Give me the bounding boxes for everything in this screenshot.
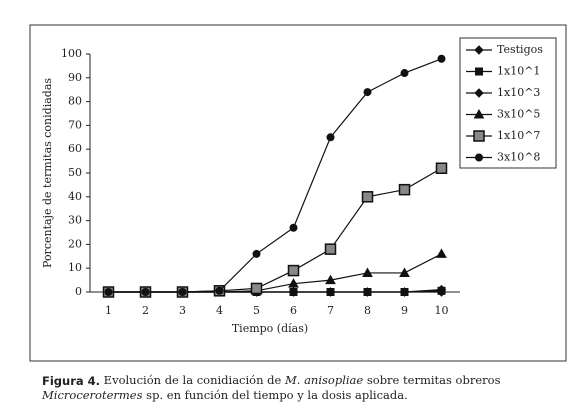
marker <box>435 162 448 174</box>
y-tick-label: 0 <box>75 285 82 298</box>
legend-label: 1x10^1 <box>497 65 540 78</box>
marker <box>324 243 337 255</box>
marker <box>363 88 372 97</box>
marker <box>326 133 335 142</box>
marker <box>325 274 336 285</box>
x-tick-label: 3 <box>179 304 186 317</box>
x-tick-label: 7 <box>327 304 334 317</box>
x-tick-label: 2 <box>142 304 149 317</box>
x-axis-label: Tiempo (días) <box>232 322 308 335</box>
marker <box>437 54 446 63</box>
marker <box>289 223 298 232</box>
x-tick-label: 8 <box>364 304 371 317</box>
series-line <box>108 253 442 293</box>
y-tick-label: 60 <box>68 142 82 155</box>
marker <box>288 287 299 297</box>
legend-marker <box>473 130 485 142</box>
marker <box>288 278 299 288</box>
x-tick-label: 9 <box>401 304 408 317</box>
caption-label: Figura 4. <box>42 374 100 388</box>
marker <box>252 249 261 258</box>
legend-marker <box>473 108 485 119</box>
caption-text: sobre termitas obreros <box>363 373 500 387</box>
y-tick-label: 40 <box>68 190 82 203</box>
y-tick-label: 100 <box>61 47 82 60</box>
y-tick-label: 30 <box>68 214 82 227</box>
y-tick-label: 80 <box>68 95 82 108</box>
caption-genus: Microcerotermes <box>41 388 143 402</box>
legend-label: 3x10^5 <box>497 108 540 121</box>
marker <box>398 183 411 196</box>
marker <box>362 287 373 297</box>
caption-text: Evolución de la conidiación de <box>100 373 285 387</box>
legend-marker <box>475 153 483 162</box>
y-tick-label: 50 <box>68 166 82 179</box>
marker <box>141 288 150 296</box>
chart-frame <box>29 24 567 362</box>
marker <box>178 288 187 296</box>
marker <box>325 287 336 297</box>
marker <box>400 69 409 78</box>
legend-marker <box>474 45 484 55</box>
marker <box>399 267 410 277</box>
y-tick-label: 70 <box>68 118 82 131</box>
x-tick-label: 6 <box>290 304 297 317</box>
marker <box>361 191 374 203</box>
y-tick-label: 20 <box>68 237 82 250</box>
x-tick-label: 4 <box>216 304 223 317</box>
legend-marker <box>474 88 484 98</box>
marker <box>250 282 263 295</box>
x-tick-label: 5 <box>253 304 260 317</box>
legend-box <box>459 37 557 169</box>
marker <box>104 288 113 296</box>
caption-line: Microcerotermes sp. en función del tiemp… <box>41 388 408 402</box>
marker <box>362 267 373 277</box>
caption-species: M. anisopliae <box>284 373 363 387</box>
marker <box>399 287 410 297</box>
marker <box>287 264 300 277</box>
legend-label: Testigos <box>497 43 543 56</box>
x-tick-label: 1 <box>105 304 112 317</box>
series-line <box>108 58 442 293</box>
caption-text: sp. en función del tiempo y la dosis apl… <box>143 388 408 402</box>
x-tick-label: 10 <box>435 304 449 317</box>
marker <box>436 248 447 258</box>
legend-label: 3x10^8 <box>497 151 540 164</box>
legend-marker <box>475 67 483 76</box>
legend-label: 1x10^3 <box>497 86 540 99</box>
marker <box>215 286 224 295</box>
caption-line: Figura 4. Evolución de la conidiación de… <box>42 373 501 388</box>
legend-label: 1x10^7 <box>497 129 540 142</box>
y-axis-label: Porcentaje de termitas conidiadas <box>41 78 54 268</box>
y-tick-label: 10 <box>68 261 82 274</box>
marker <box>436 284 447 295</box>
y-tick-label: 90 <box>68 71 82 84</box>
